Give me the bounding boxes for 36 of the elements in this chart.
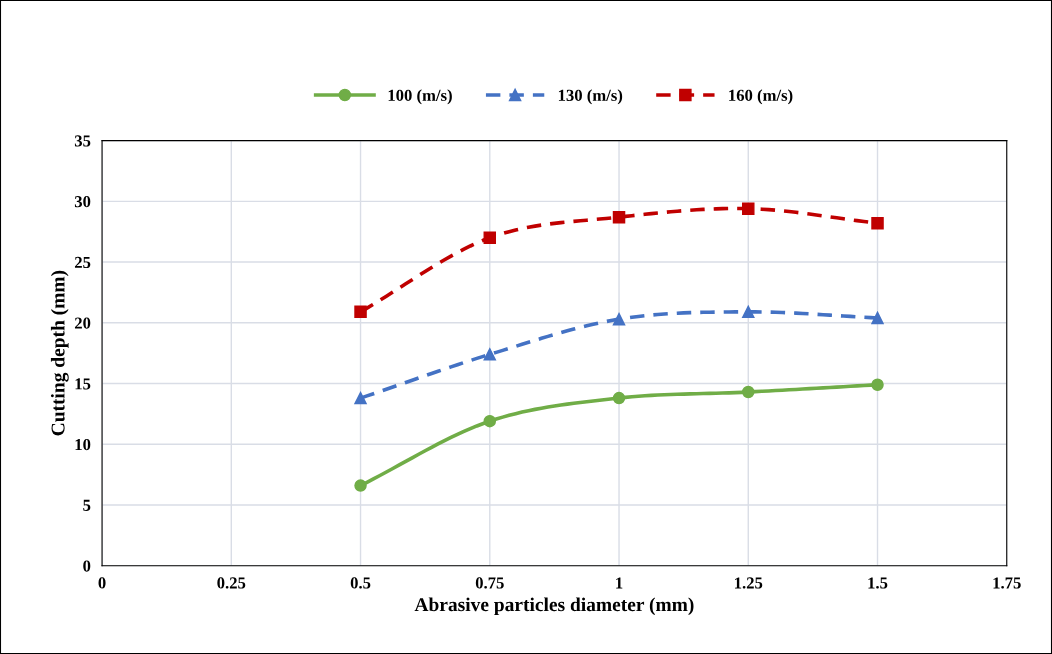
x-tick-label: 1.75 <box>993 577 1021 589</box>
legend-label: 100 (m/s) <box>388 89 452 105</box>
point <box>871 216 884 230</box>
x-tick-label: 0.5 <box>350 577 371 589</box>
legend-label: 130 (m/s) <box>558 89 623 105</box>
x-axis-title: Abrasive particles diameter (mm) <box>414 597 694 616</box>
y-tick-label: 30 <box>74 196 91 208</box>
point <box>354 391 367 405</box>
point <box>483 414 497 428</box>
x-tick-label: 1.5 <box>868 577 888 589</box>
legend-label: 160 (m/s) <box>729 89 793 105</box>
x-tick-label: 0.25 <box>217 577 246 589</box>
y-tick-label: 5 <box>83 499 91 511</box>
point <box>742 305 755 319</box>
point <box>354 479 367 492</box>
y-axis-title: Cutting depth (mm) <box>50 270 69 436</box>
point <box>483 348 497 361</box>
x-tick-label: 0.75 <box>475 577 504 589</box>
point <box>612 391 626 405</box>
y-tick-label: 0 <box>83 560 91 572</box>
y-tick-label: 25 <box>74 256 91 269</box>
point <box>871 311 884 325</box>
point <box>871 378 884 391</box>
y-tick-label: 10 <box>75 438 91 451</box>
x-tick-label: 1 <box>616 577 623 589</box>
point <box>483 231 497 245</box>
point <box>742 202 755 215</box>
y-tick-label: 35 <box>74 135 91 147</box>
x-tick-label: 1.25 <box>735 577 763 589</box>
point <box>354 305 367 319</box>
point <box>742 385 755 399</box>
y-tick-label: 20 <box>74 317 91 329</box>
x-tick-label: 0 <box>98 577 106 589</box>
point <box>612 312 626 326</box>
y-tick-label: 15 <box>75 378 91 390</box>
point <box>612 210 626 224</box>
